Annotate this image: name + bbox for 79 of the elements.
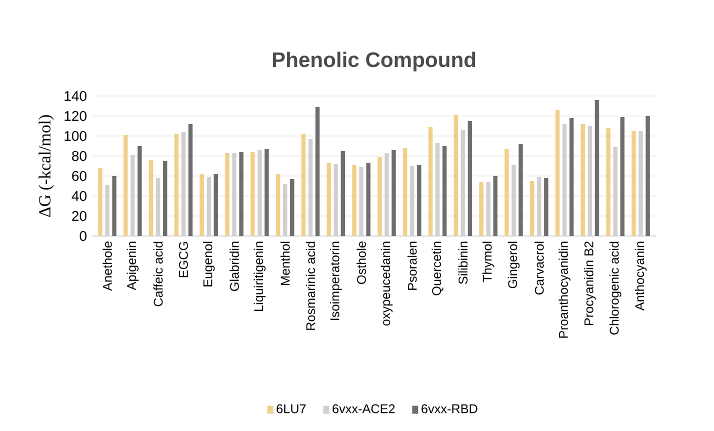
bar <box>544 178 548 236</box>
x-tick-label: EGCG <box>178 242 188 278</box>
bar <box>428 126 433 236</box>
x-tick-label: Anthocyanin <box>634 242 647 311</box>
x-tick-label: Rosmarinic acid <box>306 242 316 330</box>
bar <box>620 116 624 236</box>
bar <box>580 124 586 236</box>
bar <box>250 152 255 236</box>
y-tick-label: 0 <box>80 231 86 241</box>
bar <box>468 120 472 236</box>
bar <box>392 150 396 236</box>
bar <box>290 178 294 236</box>
x-tick-label: Anethole <box>102 242 112 291</box>
y-tick-label: 120 <box>64 111 86 121</box>
y-tick-label: 60 <box>72 171 86 181</box>
bar <box>555 110 560 236</box>
bar <box>479 182 484 236</box>
x-tick-label: Chlorogenic acid <box>609 242 622 335</box>
y-tick-label: 40 <box>72 191 86 201</box>
bar <box>530 180 534 236</box>
x-tick-label: Quercetin <box>432 242 444 296</box>
bar <box>98 168 102 236</box>
bar <box>442 146 447 236</box>
bar <box>225 152 230 236</box>
x-tick-label: Carvacrol <box>534 242 544 294</box>
bar <box>315 106 320 236</box>
bar <box>162 160 168 236</box>
bar <box>632 130 636 236</box>
x-tick-label: Liquiritigenin <box>254 242 266 311</box>
x-tick-label: Thymol <box>482 242 494 282</box>
y-tick-label: 140 <box>64 91 86 101</box>
bar <box>200 174 204 236</box>
bar <box>417 164 422 236</box>
bar <box>606 128 610 236</box>
x-tick-label: Silibinin <box>458 242 468 284</box>
x-tick-label: Procyanidin B2 <box>584 242 596 326</box>
bar <box>366 162 370 236</box>
bar <box>569 118 574 236</box>
bar <box>378 156 382 236</box>
bar <box>646 116 650 236</box>
bar <box>518 144 523 236</box>
x-tick-label: Apigenin <box>126 242 139 290</box>
bar <box>276 174 280 236</box>
bar <box>454 114 458 236</box>
x-tick-label: Menthol <box>280 242 290 285</box>
bar <box>174 134 179 236</box>
bar <box>188 124 193 236</box>
bar <box>239 152 244 236</box>
bar <box>301 134 306 236</box>
chart-title: Phenolic Compound <box>272 52 476 72</box>
bar <box>138 146 142 236</box>
legend-label: 6vxx-RBD <box>422 404 478 414</box>
bar <box>352 164 356 236</box>
bar <box>594 100 600 236</box>
y-tick-label: 100 <box>64 131 86 141</box>
bar <box>402 148 408 236</box>
bar <box>112 176 116 236</box>
bar <box>326 162 331 236</box>
x-tick-label: Glabridin <box>230 242 239 291</box>
x-tick-label: Osthole <box>356 242 366 284</box>
legend-label: 6vxx-ACE2 <box>332 404 395 414</box>
bar <box>124 134 128 236</box>
bar <box>340 150 346 236</box>
x-tick-label: Gingerol <box>508 242 520 288</box>
y-tick-label: 80 <box>72 151 86 161</box>
x-tick-label: Caffeic acid <box>153 242 163 306</box>
x-tick-label: Eugenol <box>202 242 215 286</box>
bar <box>214 174 218 236</box>
y-tick-label: 20 <box>72 211 86 221</box>
x-tick-label: Psoralen <box>407 242 417 290</box>
bar <box>504 148 509 236</box>
legend-label: 6LU7 <box>276 404 306 414</box>
y-axis-title: ΔG (-kcal/mol) <box>38 115 54 217</box>
x-tick-label: Proanthocyanidin <box>558 242 570 338</box>
bar <box>148 160 154 236</box>
x-tick-label: oxypeucedanin <box>380 242 393 326</box>
bar <box>493 176 498 236</box>
bar <box>264 148 269 236</box>
x-tick-label: Isoimperatorin <box>330 242 342 320</box>
